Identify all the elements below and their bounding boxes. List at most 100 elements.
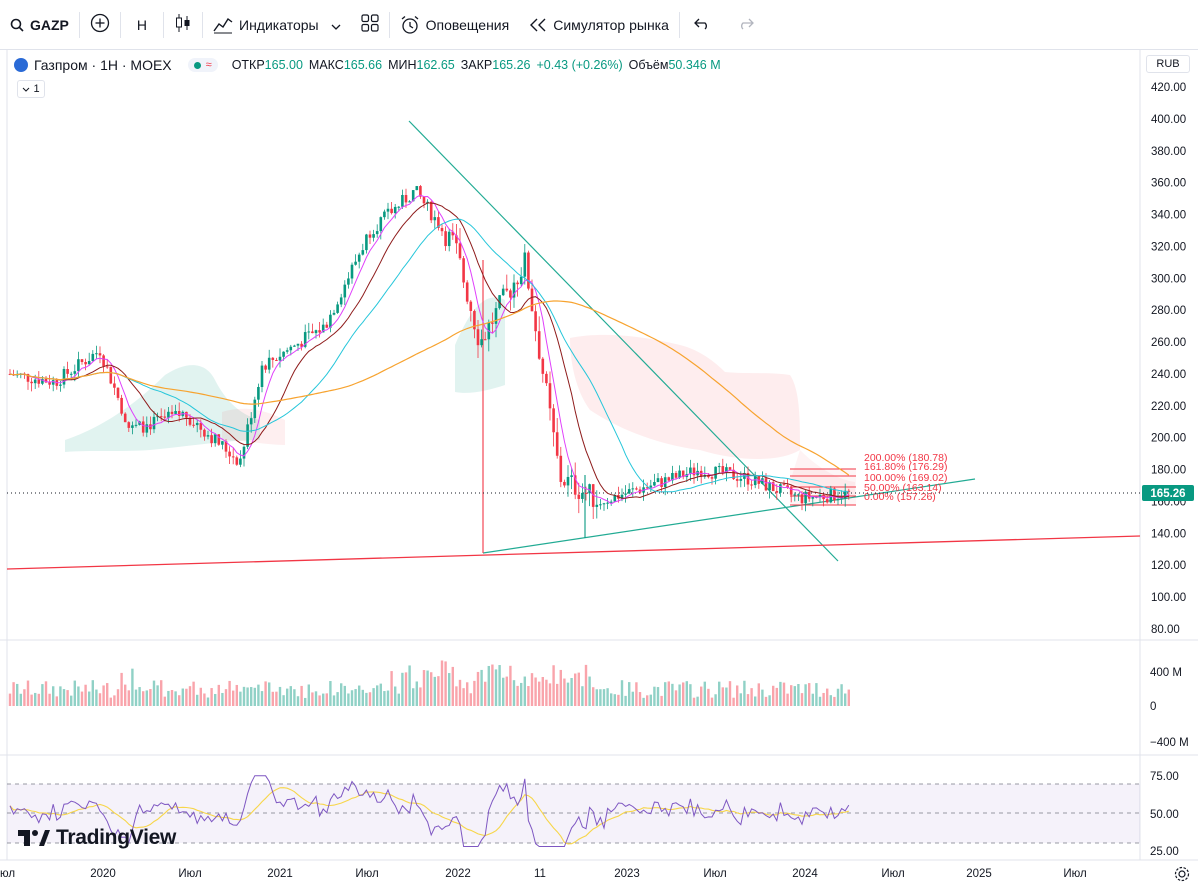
volume-tick: 0 [1150,701,1156,713]
volume-bar [340,683,343,706]
volume-bar [30,694,33,706]
volume-bar [419,687,422,706]
chevron-down-icon[interactable] [331,17,341,33]
candle-body [102,355,105,367]
time-tick: юл [0,868,15,880]
volume-bar [131,668,134,706]
volume-bar [667,681,670,706]
volume-bar [95,689,98,706]
time-tick: Июл [178,868,201,880]
price-axis[interactable]: 420.00 400.00 380.00 360.00 340.00 320.00 300.… [1151,82,1186,636]
low-label: МИН [388,58,417,72]
support-trendline[interactable] [6,535,1141,570]
time-axis[interactable]: юл 2020 Июл 2021 Июл 2022 11 2023 Июл 2024 Июл 2025… [0,868,1087,880]
volume-bar [804,684,807,706]
volume-bar [606,688,609,706]
settings-gear-icon[interactable] [1174,866,1190,882]
layouts-button[interactable] [351,0,389,50]
legend-collapse-button[interactable]: 1 [17,80,45,98]
candle-body [523,252,527,277]
ma-mid-line [9,202,849,499]
candle-body [570,475,573,477]
candle-body [235,457,239,465]
candle-body [663,477,667,487]
volume-bar [383,691,386,706]
volume-bar [264,681,267,706]
price-tick: 140.00 [1151,528,1186,540]
candle-body [444,231,447,247]
candle-body [343,284,347,298]
instrument-title[interactable]: Газпром · 1Н · MOEX [34,57,172,73]
open-value: 165.00 [264,58,303,72]
rewind-icon [529,18,547,32]
candle-body [635,488,638,490]
candle-body [69,373,73,375]
candle-body [836,498,840,501]
volume-bar [332,695,336,706]
candle-body [109,366,113,384]
volume-bar [541,676,544,706]
fib-label: 200.00% (180.78) [864,452,947,464]
volume-bar [599,689,602,706]
undo-button[interactable] [680,0,724,50]
candle-body [797,494,800,496]
volume-bar [235,684,238,706]
chart-type-button[interactable] [164,0,202,50]
compare-add-button[interactable] [80,0,120,50]
volume-bar [293,689,296,706]
redo-button[interactable] [724,0,768,50]
candle-body [753,475,757,486]
volume-bar [80,691,84,706]
candle-body [275,359,278,361]
volume-bar [214,693,217,706]
alerts-button[interactable]: Оповещения [390,0,520,50]
candle-body [350,264,354,279]
price-series[interactable] [8,185,851,520]
candle-body [440,227,444,232]
candle-body [131,425,134,428]
volume-bar [678,684,681,706]
volume-bar [394,686,397,706]
rsi-tick: 25.00 [1150,846,1179,858]
volume-bar [480,669,483,706]
symbol-search-button[interactable]: GAZP [0,0,79,50]
volume-bar [271,691,274,706]
volume-bar [430,672,433,706]
change-value: +0.43 (+0.26%) [536,58,623,72]
tradingview-logo[interactable]: TradingView [18,826,176,850]
volume-bar [692,697,696,706]
currency-button[interactable]: RUB [1146,55,1190,73]
volume-bar [343,685,346,706]
volume-bar [336,692,339,706]
volume-bar [764,696,768,706]
candle-body [793,494,797,496]
volume-bar [833,696,836,706]
rsi-band [7,784,1140,843]
ascending-trendline[interactable] [482,478,976,554]
volume-bar [800,693,804,706]
candle-body [739,478,743,481]
candle-body [717,466,721,468]
candle-body [411,190,415,202]
volume-bar [721,687,724,706]
candle-body [509,290,512,298]
volume-bar [570,678,573,706]
candle-body [595,504,599,507]
candle-body [48,382,51,385]
volume-bar [772,685,775,706]
volume-bar [26,680,30,706]
candle-body [120,397,123,414]
candle-body [98,353,102,356]
replay-button[interactable]: Симулятор рынка [519,0,679,50]
rsi-tick: 50.00 [1150,809,1179,821]
candle-body [681,470,685,478]
volume-bar [318,695,321,706]
indicators-button[interactable]: Индикаторы [203,0,351,50]
volume-bar [775,687,778,706]
candle-body [437,217,440,228]
price-tick: 120.00 [1151,560,1186,572]
grid-icon [361,14,379,35]
interval-button[interactable]: H [136,16,148,33]
candle-body [260,365,264,388]
